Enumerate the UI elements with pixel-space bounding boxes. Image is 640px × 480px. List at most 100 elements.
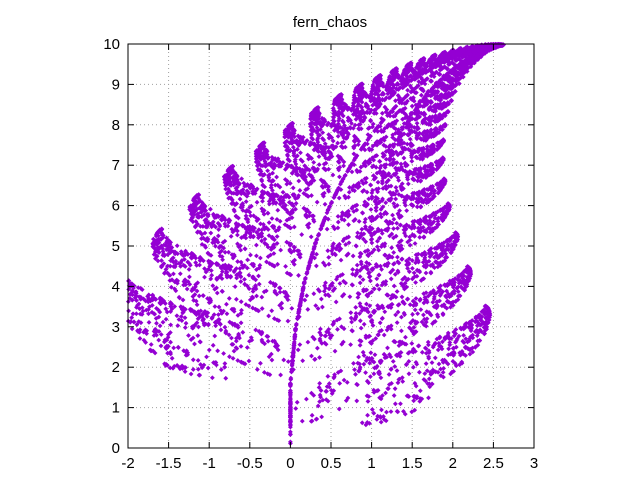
data-point: [298, 135, 304, 140]
data-point: [371, 371, 377, 377]
data-point: [441, 100, 447, 106]
data-point: [288, 241, 294, 247]
data-point: [380, 151, 386, 156]
data-point: [390, 358, 396, 364]
data-point: [395, 309, 401, 315]
data-point: [366, 274, 372, 280]
data-point: [235, 259, 241, 264]
data-point: [434, 299, 440, 305]
data-point: [250, 224, 256, 230]
data-point: [474, 323, 480, 329]
data-point: [455, 289, 461, 294]
data-point: [164, 309, 170, 315]
data-point: [417, 399, 423, 404]
data-point: [392, 364, 398, 369]
data-point: [181, 282, 186, 288]
data-point: [232, 202, 238, 208]
data-point: [246, 286, 252, 292]
data-point: [314, 251, 319, 257]
data-point: [359, 107, 365, 113]
data-point: [354, 181, 360, 187]
data-point: [361, 162, 367, 168]
data-point: [255, 216, 261, 222]
data-point: [159, 258, 164, 263]
data-point: [379, 267, 384, 272]
data-point: [326, 254, 332, 260]
data-point: [204, 354, 209, 360]
data-point: [436, 285, 442, 291]
data-point: [419, 174, 425, 179]
data-point: [271, 224, 277, 229]
data-point: [483, 316, 489, 321]
data-point: [421, 312, 426, 318]
data-point: [283, 263, 288, 269]
data-point: [381, 142, 387, 148]
data-point: [273, 228, 279, 234]
data-point: [322, 333, 328, 339]
data-point: [423, 115, 428, 121]
data-point: [243, 213, 249, 219]
data-point: [402, 312, 407, 318]
data-point: [368, 117, 373, 123]
data-point: [343, 242, 349, 247]
data-point: [305, 152, 311, 158]
data-point: [163, 266, 169, 272]
data-point: [433, 89, 439, 94]
data-point: [193, 255, 199, 261]
data-point: [413, 329, 419, 335]
data-point: [434, 69, 439, 75]
data-point: [425, 116, 431, 122]
data-point: [404, 64, 410, 69]
data-point: [404, 193, 410, 199]
data-point: [381, 211, 387, 217]
data-point: [431, 104, 437, 109]
data-point: [339, 216, 345, 222]
data-point: [258, 168, 264, 174]
data-point: [288, 377, 294, 382]
data-point: [161, 242, 167, 248]
data-point: [411, 398, 417, 404]
data-point: [281, 194, 287, 200]
data-point: [248, 213, 254, 219]
data-point: [293, 206, 298, 212]
data-point: [384, 327, 390, 333]
data-point: [130, 311, 136, 317]
data-point: [416, 174, 422, 180]
data-point: [416, 73, 422, 79]
data-point: [138, 320, 144, 326]
data-point: [283, 202, 288, 208]
data-point: [259, 329, 265, 335]
data-point: [217, 253, 223, 259]
data-point: [372, 308, 378, 314]
data-point: [288, 399, 293, 405]
data-point: [374, 388, 380, 394]
data-points: [125, 41, 507, 446]
data-point: [383, 390, 388, 396]
data-point: [438, 260, 443, 265]
data-point: [420, 80, 425, 85]
data-point: [411, 170, 417, 175]
data-point: [318, 226, 324, 232]
data-point: [373, 142, 379, 147]
data-point: [375, 179, 381, 185]
data-point: [333, 111, 339, 117]
data-point: [167, 273, 173, 278]
data-point: [364, 93, 370, 98]
data-point: [400, 116, 405, 122]
data-point: [407, 74, 413, 80]
data-point: [409, 170, 414, 176]
data-point: [241, 234, 247, 239]
data-point: [420, 119, 426, 125]
data-point: [198, 362, 204, 367]
data-point: [259, 238, 265, 244]
data-point: [161, 261, 167, 267]
data-point: [351, 360, 356, 366]
data-point: [413, 302, 419, 308]
data-point: [346, 208, 351, 214]
data-point: [423, 361, 429, 367]
data-point: [436, 340, 442, 346]
data-point: [419, 171, 424, 177]
data-point: [316, 162, 322, 168]
data-point: [416, 199, 422, 205]
data-point: [405, 266, 410, 271]
